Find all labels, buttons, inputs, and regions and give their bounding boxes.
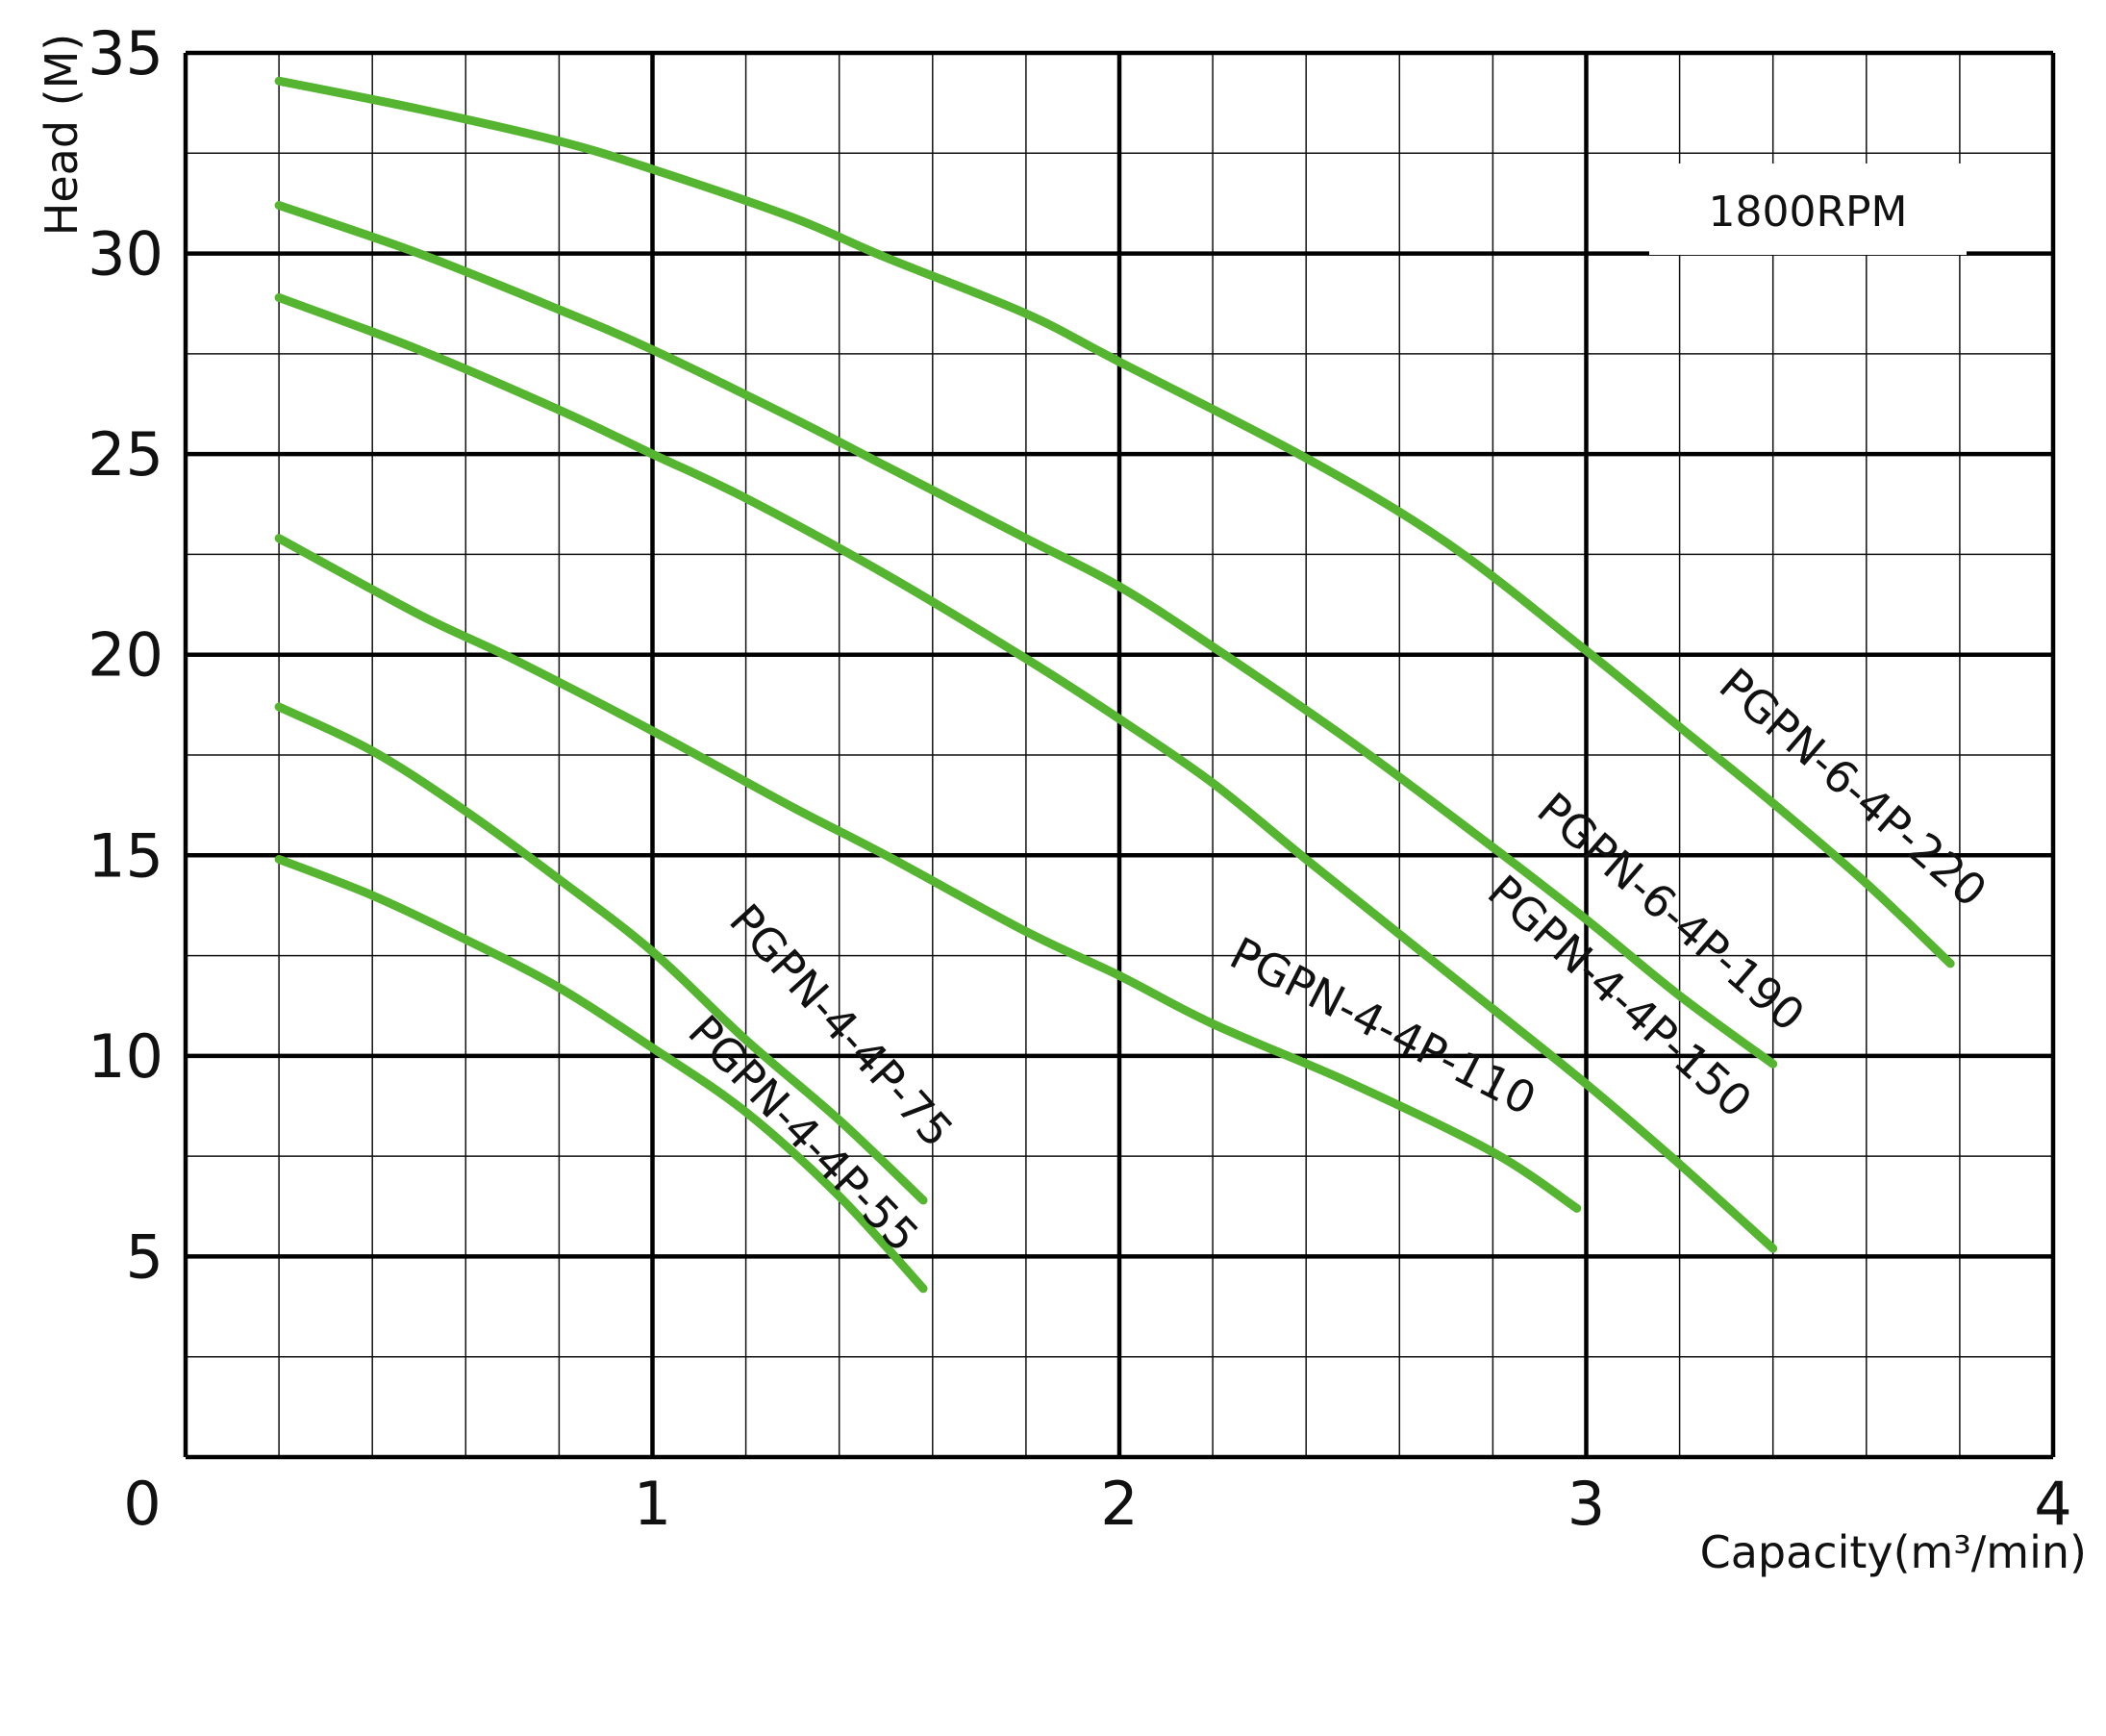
y-tick-label: 5 (126, 1221, 163, 1292)
y-tick-labels: 5 10 15 20 25 30 35 (88, 18, 163, 1292)
x-tick-label: 0 (123, 1469, 161, 1539)
series-labels: PGPN-6-4P-220PGPN-6-4P-190PGPN-4-4P-150P… (678, 658, 1996, 1262)
series-line (274, 201, 1778, 1069)
y-axis-title: Head (M) (36, 34, 88, 236)
rpm-box-background (1649, 164, 1967, 255)
y-tick-label: 10 (88, 1021, 163, 1092)
y-tick-label: 35 (88, 18, 163, 88)
rpm-annotation: 1800RPM (1708, 188, 1907, 237)
y-tick-label: 25 (88, 419, 163, 490)
series-lines (274, 76, 1955, 1294)
x-tick-label: 4 (2034, 1469, 2071, 1539)
x-tick-labels: 0 1 2 3 4 (123, 1469, 2071, 1539)
x-tick-label: 3 (1567, 1469, 1605, 1539)
y-tick-label: 20 (88, 620, 163, 691)
x-tick-label: 2 (1100, 1469, 1138, 1539)
rpm-annotation-box: 1800RPM (1649, 164, 1967, 255)
series-line (274, 854, 928, 1294)
x-axis-title: Capacity(m³/min) (1700, 1526, 2087, 1578)
series-line (274, 702, 928, 1205)
y-tick-label: 30 (88, 219, 163, 289)
series-line (274, 534, 1582, 1213)
series-line (274, 76, 1955, 969)
series-line (274, 292, 1778, 1253)
y-tick-label: 15 (88, 820, 163, 891)
x-tick-label: 1 (634, 1469, 671, 1539)
